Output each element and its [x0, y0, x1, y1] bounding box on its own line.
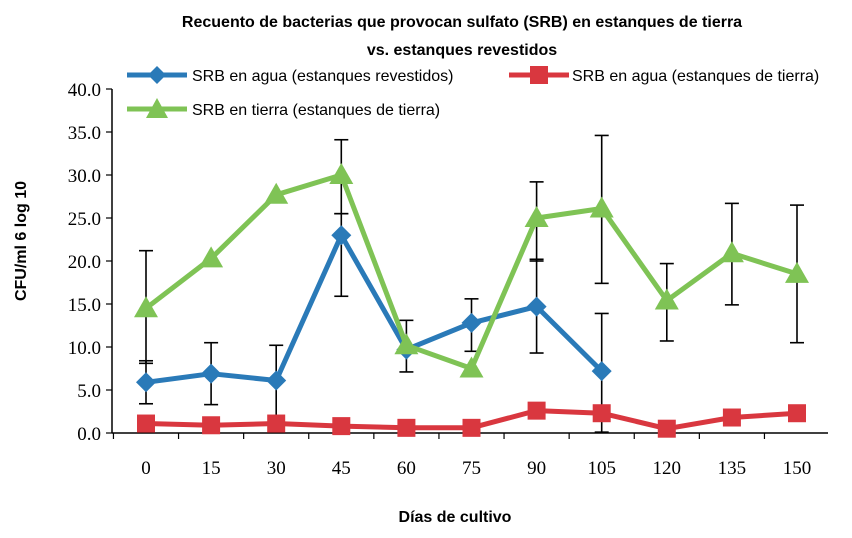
x-tick-label: 60 [397, 458, 416, 479]
x-tick-label: 30 [267, 458, 286, 479]
data-point [397, 418, 416, 437]
x-tick-label: 90 [527, 458, 546, 479]
data-point [591, 361, 612, 382]
x-axis-label: Días de cultivo [399, 509, 512, 526]
series-1 [136, 212, 612, 433]
x-tick-label: 120 [653, 458, 682, 479]
x-tick-label: 45 [332, 458, 351, 479]
y-tick-label: 5.0 [77, 381, 101, 402]
data-point [264, 182, 289, 204]
series-line [145, 232, 604, 385]
data-point [654, 288, 679, 310]
series-2 [137, 401, 806, 438]
data-point [459, 356, 484, 378]
y-tick-label: 10.0 [68, 338, 101, 359]
chart-title-line1: Recuento de bacterias que provocan sulfa… [182, 14, 742, 31]
data-point [657, 419, 676, 438]
legend-label-series3: SRB en tierra (estanques de tierra) [192, 102, 440, 119]
data-point [527, 401, 546, 420]
x-tick-label: 135 [718, 458, 747, 479]
y-tick-label: 15.0 [68, 295, 101, 316]
data-point [134, 296, 158, 318]
legend-marker-series3 [146, 98, 168, 118]
x-tick-label: 105 [587, 458, 616, 479]
y-axis-label: CFU/ml 6 log 10 [13, 181, 30, 301]
data-point [589, 196, 614, 218]
legend-marker-series2 [530, 66, 548, 84]
data-point [722, 408, 741, 427]
data-point [201, 363, 222, 384]
x-tick-label: 75 [462, 458, 481, 479]
y-tick-label: 30.0 [68, 166, 101, 187]
data-point [199, 246, 224, 268]
data-point [785, 261, 809, 283]
series-layer [134, 134, 809, 438]
data-point [329, 163, 354, 184]
x-tick-label: 150 [783, 458, 812, 479]
data-point [461, 312, 482, 333]
data-point [267, 414, 286, 433]
y-tick-label: 40.0 [68, 80, 101, 101]
y-tick-label: 35.0 [68, 123, 101, 144]
y-tick-label: 25.0 [68, 209, 101, 230]
legend-item-series2: SRB en agua (estanques de tierra) [509, 66, 819, 85]
data-point [331, 225, 352, 246]
data-point [526, 296, 547, 317]
y-tick-label: 0.0 [77, 424, 101, 445]
legend-label-series1: SRB en agua (estanques revestidos) [192, 68, 453, 85]
data-point [394, 333, 419, 355]
plot-area: 0.0 5.0 10.0 15.0 20.0 25.0 30.0 35.0 40.0 0 15 30 4… [68, 80, 828, 479]
x-tick-label: 15 [202, 458, 221, 479]
x-tick-label: 0 [141, 458, 151, 479]
data-point [266, 370, 287, 391]
legend-item-series3: SRB en tierra (estanques de tierra) [127, 98, 440, 119]
legend-item-series1: SRB en agua (estanques revestidos) [127, 66, 453, 85]
legend-marker-series1 [148, 66, 166, 84]
y-tick-label: 20.0 [68, 252, 101, 273]
data-point [524, 206, 549, 227]
data-point [719, 241, 744, 263]
data-point [136, 372, 156, 393]
data-point [332, 417, 351, 436]
data-point [462, 418, 481, 437]
data-point [592, 404, 611, 423]
legend: SRB en agua (estanques revestidos) SRB e… [127, 66, 819, 119]
data-point [137, 414, 155, 433]
chart-title-line2: vs. estanques revestidos [367, 42, 557, 59]
legend-label-series2: SRB en agua (estanques de tierra) [572, 68, 819, 85]
data-point [788, 404, 806, 423]
data-point [202, 416, 221, 435]
series-3 [134, 134, 809, 378]
